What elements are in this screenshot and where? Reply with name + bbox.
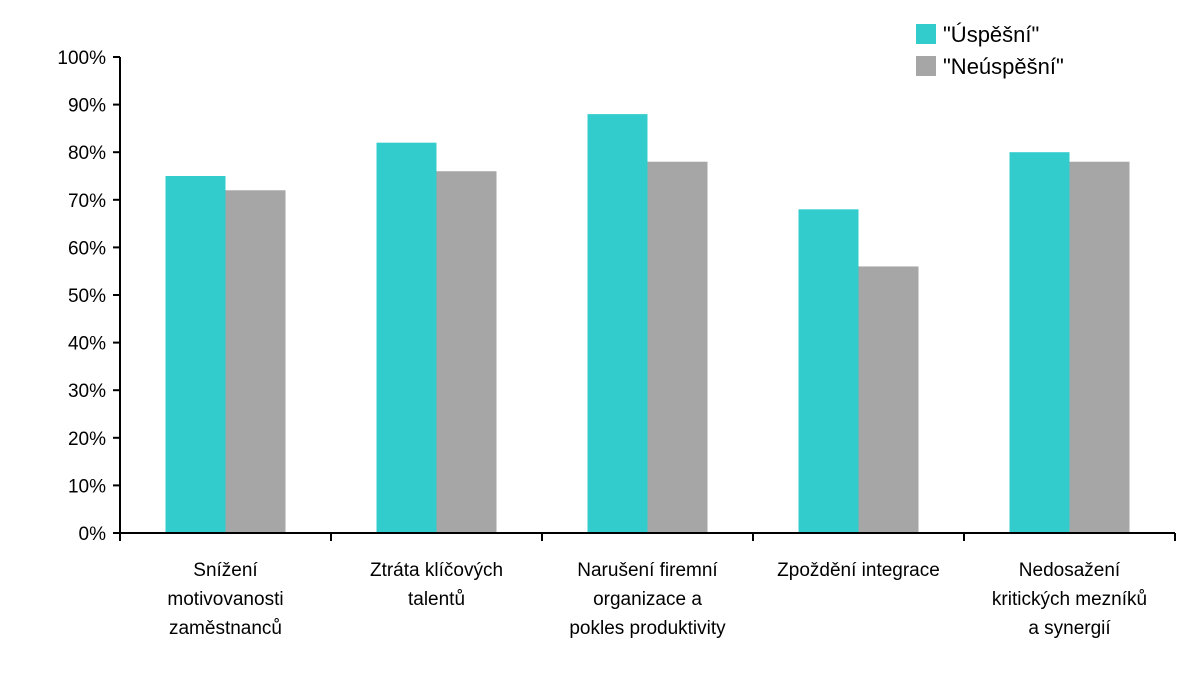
category-label: Nedosažení kritických mezníků a synergií bbox=[992, 560, 1147, 639]
category-label-line: Nedosažení bbox=[1019, 560, 1121, 581]
legend-label-neuspesni: "Neúspěšní" bbox=[943, 54, 1064, 79]
category-label: Ztráta klíčových talentů bbox=[370, 560, 503, 610]
category-label-line: Narušení firemní bbox=[577, 560, 718, 581]
category-label-line: talentů bbox=[408, 589, 465, 610]
bar-uspesni-3 bbox=[798, 209, 859, 533]
bar-neuspesni-3 bbox=[858, 266, 919, 533]
category-label-line: Zpoždění integrace bbox=[777, 560, 940, 581]
x-axis: Snížení motivovanosti zaměstnanců Ztráta kl… bbox=[119, 532, 1176, 639]
category-label-line: pokles produktivity bbox=[569, 618, 726, 639]
legend-swatch-uspesni bbox=[916, 24, 936, 44]
category-label-line: zaměstnanců bbox=[169, 618, 282, 639]
y-tick-label: 0% bbox=[79, 524, 107, 545]
bar-neuspesni-4 bbox=[1069, 161, 1130, 533]
category-label-line: Snížení bbox=[193, 560, 258, 581]
y-tick-label: 80% bbox=[68, 143, 106, 164]
bar-uspesni-0 bbox=[165, 176, 226, 533]
legend-label-uspesni: "Úspěšní" bbox=[943, 22, 1039, 47]
category-label: Narušení firemní organizace a pokles produ… bbox=[569, 560, 726, 639]
y-tick-label: 10% bbox=[68, 476, 106, 497]
bar-neuspesni-1 bbox=[436, 171, 497, 534]
y-tick-label: 50% bbox=[68, 286, 106, 307]
y-axis: 0% 10% 20% 30% 40% 50% 60% 70% 80% 90% 100% bbox=[57, 48, 121, 545]
y-tick-label: 90% bbox=[68, 96, 106, 117]
bars bbox=[165, 114, 1130, 534]
y-tick-label: 30% bbox=[68, 381, 106, 402]
category-label-line: kritických mezníků bbox=[992, 589, 1147, 610]
bar-uspesni-1 bbox=[376, 142, 437, 533]
category-label-line: a synergií bbox=[1028, 618, 1111, 639]
category-label: Snížení motivovanosti zaměstnanců bbox=[167, 560, 283, 639]
category-label-line: Ztráta klíčových bbox=[370, 560, 503, 581]
legend-swatch-neuspesni bbox=[916, 56, 936, 76]
category-label-line: organizace a bbox=[593, 589, 702, 610]
category-label: Zpoždění integrace bbox=[777, 560, 940, 581]
bar-uspesni-4 bbox=[1009, 152, 1070, 533]
bar-neuspesni-2 bbox=[647, 161, 708, 533]
bar-neuspesni-0 bbox=[225, 190, 286, 533]
y-tick-label: 20% bbox=[68, 429, 106, 450]
category-label-line: motivovanosti bbox=[167, 589, 283, 610]
y-tick-label: 70% bbox=[68, 191, 106, 212]
y-tick-label: 40% bbox=[68, 334, 106, 355]
legend: "Úspěšní" "Neúspěšní" bbox=[916, 22, 1064, 79]
y-tick-label: 100% bbox=[57, 48, 106, 69]
y-tick-label: 60% bbox=[68, 238, 106, 259]
bar-uspesni-2 bbox=[587, 114, 648, 534]
